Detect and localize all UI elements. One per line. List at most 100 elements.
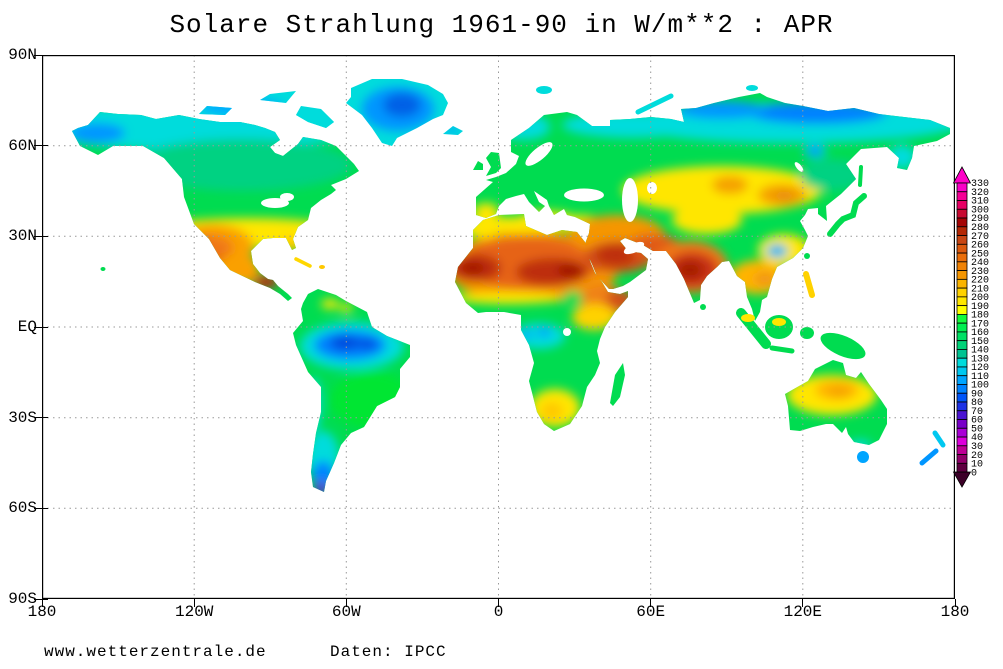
x-axis-tick	[41, 599, 43, 607]
islands	[294, 93, 946, 466]
colorbar-value-label: 250	[971, 249, 989, 260]
y-axis-tick	[34, 507, 48, 509]
colorbar-box	[956, 349, 968, 359]
x-axis-tick	[650, 599, 652, 607]
colorbar-value-label: 160	[971, 328, 989, 339]
colorbar-box	[956, 191, 968, 201]
colorbar-box	[956, 305, 968, 315]
colorbar-box	[956, 235, 968, 245]
colorbar-box	[956, 313, 968, 324]
island-accents	[100, 85, 869, 463]
colorbar-value-label: 240	[971, 258, 989, 269]
java	[769, 345, 795, 354]
x-axis-label: 120W	[174, 603, 214, 621]
sakhalin	[858, 165, 863, 187]
novaya-zemlya	[635, 93, 674, 115]
colorbar-box	[956, 384, 968, 394]
new-zealand-south	[919, 448, 939, 466]
colorbar-value-label: 110	[971, 372, 989, 383]
borneo-yellow-spot	[772, 318, 786, 326]
baltic-sea	[525, 142, 553, 166]
colorbar-box	[956, 366, 968, 377]
y-axis-tick	[34, 235, 48, 237]
svalbard	[536, 86, 552, 94]
colorbar-value-label: 60	[971, 416, 983, 427]
colorbar-value-label: 290	[971, 214, 989, 225]
colorbar-value-label: 310	[971, 197, 989, 208]
colorbar-arrow-top	[952, 166, 972, 184]
x-axis-label: 60E	[636, 603, 666, 621]
colorbar-box	[956, 419, 968, 429]
footer-site-text: www.wetterzentrale.de	[44, 643, 267, 661]
colorbar-value-label: 130	[971, 354, 989, 365]
colorbar-value-label: 180	[971, 311, 989, 322]
x-axis-tick	[193, 599, 195, 607]
colorbar-value-label: 120	[971, 363, 989, 374]
sulawesi	[800, 327, 814, 339]
colorbar-box	[956, 445, 968, 455]
colorbar-value-label: 90	[971, 389, 983, 400]
x-axis-tick	[498, 599, 499, 607]
colorbar-value-label: 280	[971, 223, 989, 234]
colorbar-box	[956, 454, 968, 464]
world-map	[42, 55, 955, 599]
x-axis-label: 180	[940, 603, 970, 621]
colorbar-value-label: 170	[971, 319, 989, 330]
colorbar-value-label: 230	[971, 267, 989, 278]
colorbar-value-label: 150	[971, 337, 989, 348]
great-lakes-east	[280, 193, 294, 201]
colorbar-value-label: 50	[971, 424, 983, 435]
tasmania	[857, 451, 869, 463]
x-axis-label: 180	[27, 603, 57, 621]
colorbar-value-label: 200	[971, 293, 989, 304]
caspian-sea	[622, 178, 638, 222]
colorbar-box	[956, 427, 968, 438]
hispaniola	[319, 265, 325, 269]
x-axis-label: 60W	[331, 603, 361, 621]
colorbar-value-label: 300	[971, 205, 989, 216]
colorbar-box	[956, 322, 968, 333]
colorbar-box	[956, 375, 968, 385]
colorbar-box	[956, 252, 968, 263]
colorbar-value-label: 210	[971, 284, 989, 295]
x-axis-tick	[345, 599, 347, 607]
y-axis-tick	[34, 326, 48, 328]
x-axis-label: 0	[493, 603, 504, 621]
colorbar-box	[956, 200, 968, 210]
colorbar-box	[956, 182, 968, 193]
colorbar-box	[956, 392, 968, 403]
ellesmere-island	[260, 91, 296, 103]
footer-data-source: Daten: IPCC	[330, 643, 447, 661]
colorbar: 3303203103002902802702602502402302202102…	[952, 166, 989, 488]
colorbar-box	[956, 401, 968, 412]
y-axis-tick	[34, 54, 48, 56]
y-axis-tick	[34, 598, 48, 600]
colorbar-box	[956, 261, 968, 271]
colorbar-value-label: 270	[971, 232, 989, 243]
colorbar-value-label: 40	[971, 433, 983, 444]
cuba	[294, 257, 312, 268]
new-guinea	[820, 332, 866, 360]
colorbar-value-label: 20	[971, 451, 983, 462]
colorbar-value-label: 320	[971, 188, 989, 199]
y-axis-label: 60S	[8, 499, 37, 518]
colorbar-value-label: 30	[971, 442, 983, 453]
taiwan	[804, 253, 810, 259]
x-axis-label: 120E	[783, 603, 822, 621]
colorbar-box	[956, 296, 968, 307]
y-axis-tick	[34, 145, 48, 147]
colorbar-value-label: 220	[971, 276, 989, 287]
inland-seas	[261, 142, 804, 336]
y-axis-label: 90N	[8, 46, 37, 64]
colorbar-box	[956, 278, 968, 289]
colorbar-value-label: 100	[971, 381, 989, 392]
y-axis-label: 30N	[8, 227, 37, 246]
great-lakes	[261, 198, 289, 208]
madagascar	[610, 363, 625, 406]
y-axis-label: 30S	[8, 408, 37, 427]
colorbar-arrow-bottom	[952, 471, 972, 488]
colorbar-value-label: 140	[971, 346, 989, 357]
colorbar-box	[956, 208, 968, 219]
colorbar-box	[956, 410, 968, 420]
